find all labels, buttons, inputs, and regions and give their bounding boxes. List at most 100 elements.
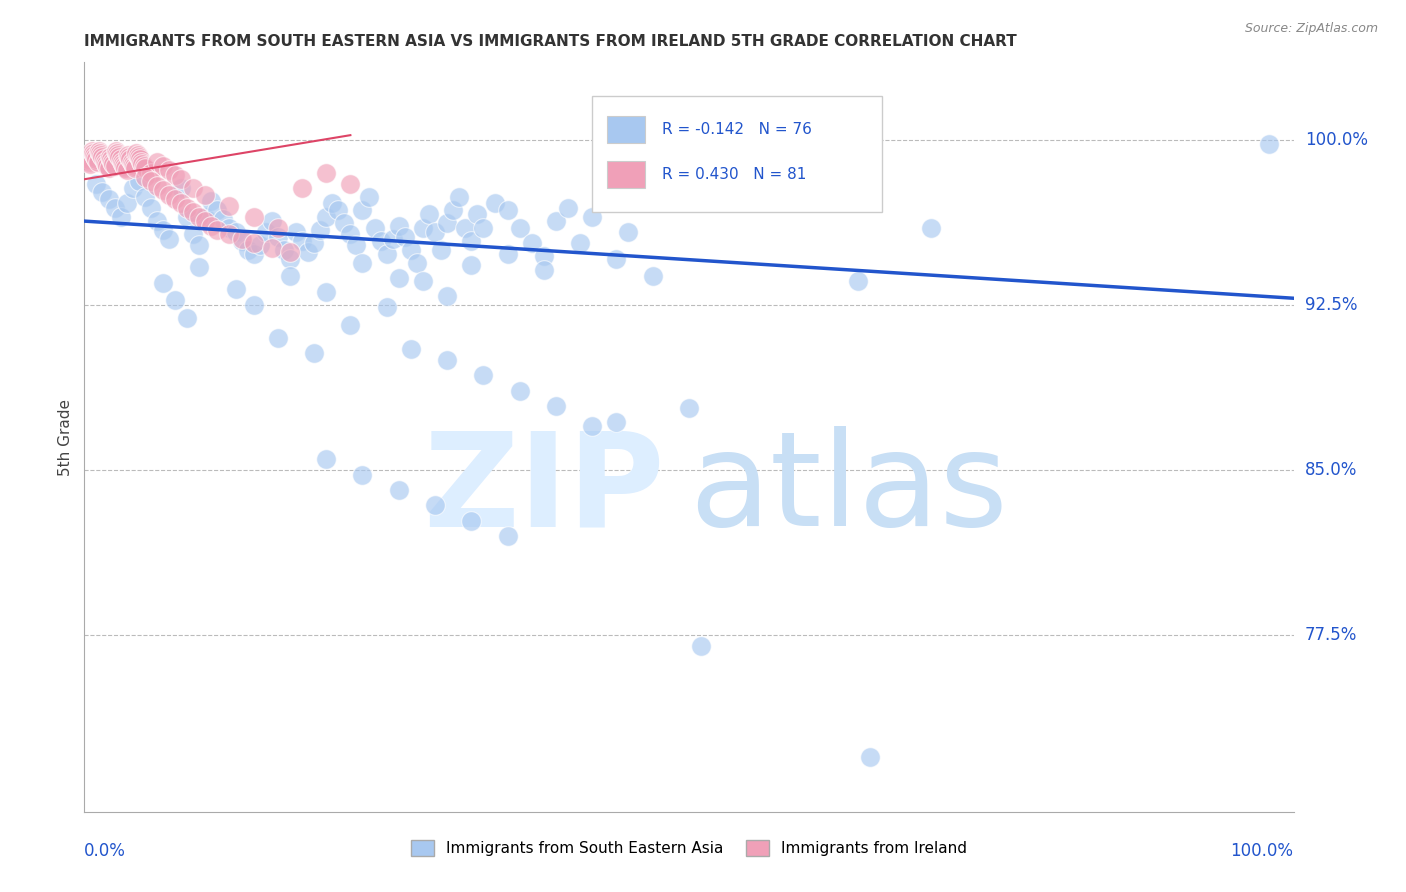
Point <box>120 153 142 167</box>
Point <box>94 154 117 169</box>
Point <box>128 150 150 164</box>
Point <box>207 223 229 237</box>
Point <box>412 274 434 288</box>
Point <box>93 153 115 167</box>
Point <box>441 203 464 218</box>
Point <box>509 220 531 235</box>
Point <box>181 205 204 219</box>
Point <box>557 201 579 215</box>
Point <box>194 210 217 224</box>
Text: 77.5%: 77.5% <box>1305 626 1357 644</box>
Point <box>302 346 325 360</box>
Point <box>112 157 135 171</box>
Point <box>388 483 411 497</box>
Point <box>249 238 271 252</box>
Point <box>170 181 193 195</box>
Point <box>176 210 198 224</box>
Point <box>139 201 162 215</box>
Point <box>605 415 627 429</box>
Point <box>321 196 343 211</box>
Point <box>267 229 290 244</box>
Point <box>134 161 156 176</box>
Point <box>129 154 152 169</box>
Point <box>260 241 283 255</box>
Point <box>134 190 156 204</box>
Point <box>346 238 368 252</box>
Point <box>328 203 350 218</box>
Bar <box>607 161 645 188</box>
Bar <box>607 116 645 144</box>
Point <box>242 298 264 312</box>
Point <box>496 529 519 543</box>
Point <box>339 227 361 242</box>
Point <box>520 236 543 251</box>
Point <box>121 157 143 171</box>
Point <box>339 318 361 332</box>
Point <box>114 161 136 176</box>
Point <box>118 150 141 164</box>
Point <box>91 186 114 200</box>
Point <box>388 271 411 285</box>
Point <box>86 153 108 167</box>
Text: 100.0%: 100.0% <box>1230 842 1294 860</box>
Point <box>115 163 138 178</box>
Point <box>128 174 150 188</box>
Point <box>146 178 169 193</box>
Point <box>357 190 380 204</box>
Point <box>84 150 107 164</box>
Point <box>176 201 198 215</box>
Point <box>165 192 187 206</box>
Point <box>207 203 229 218</box>
Point <box>381 232 404 246</box>
Point <box>157 232 180 246</box>
Point <box>77 153 100 167</box>
Point <box>375 300 398 314</box>
Point <box>104 201 127 215</box>
Point <box>212 211 235 226</box>
Point <box>375 247 398 261</box>
Point <box>406 256 429 270</box>
Text: IMMIGRANTS FROM SOUTH EASTERN ASIA VS IMMIGRANTS FROM IRELAND 5TH GRADE CORRELAT: IMMIGRANTS FROM SOUTH EASTERN ASIA VS IM… <box>84 34 1017 49</box>
Point <box>108 150 131 164</box>
Text: atlas: atlas <box>689 426 1008 553</box>
Point <box>146 154 169 169</box>
Point <box>254 225 277 239</box>
Point <box>79 157 101 171</box>
Point <box>152 159 174 173</box>
Point <box>82 145 104 160</box>
Point <box>399 243 422 257</box>
Point <box>80 144 103 158</box>
Point <box>104 144 127 158</box>
Point <box>87 144 110 158</box>
Point <box>315 166 337 180</box>
Point <box>436 289 458 303</box>
Point <box>423 499 446 513</box>
Text: 0.0%: 0.0% <box>84 842 127 860</box>
Point <box>181 181 204 195</box>
Point <box>352 256 374 270</box>
Point <box>678 401 700 416</box>
FancyBboxPatch shape <box>592 96 883 212</box>
Point <box>125 145 148 160</box>
Point <box>363 220 385 235</box>
Point <box>231 234 253 248</box>
Point <box>165 293 187 308</box>
Point <box>225 225 247 239</box>
Point <box>544 399 567 413</box>
Point <box>333 216 356 230</box>
Point <box>176 311 198 326</box>
Point <box>218 199 240 213</box>
Point <box>181 227 204 242</box>
Point <box>110 153 132 167</box>
Point <box>846 274 869 288</box>
Point <box>77 154 100 169</box>
Point <box>152 276 174 290</box>
Point <box>165 168 187 182</box>
Point <box>157 187 180 202</box>
Point <box>188 238 211 252</box>
Point <box>260 214 283 228</box>
Point <box>170 172 193 186</box>
Point <box>132 159 155 173</box>
Point <box>194 187 217 202</box>
Point <box>89 145 111 160</box>
